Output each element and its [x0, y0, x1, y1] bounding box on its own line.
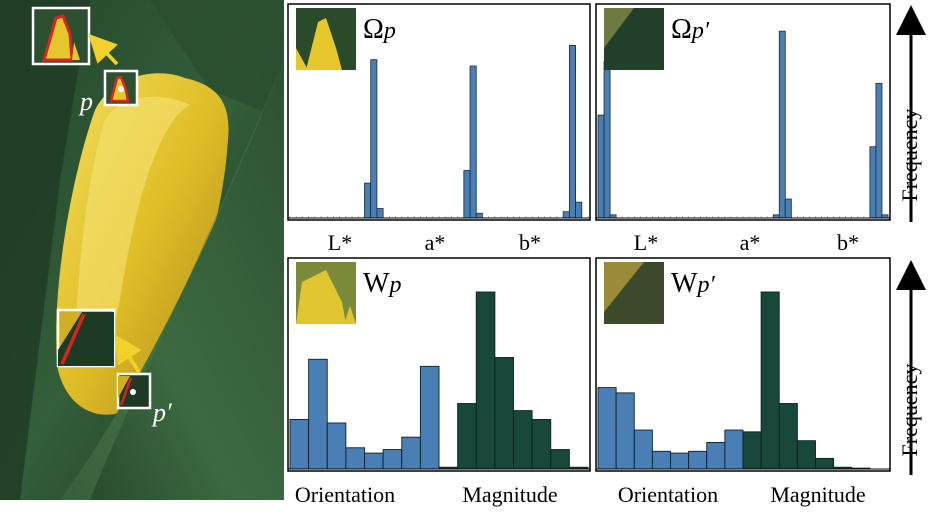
ylabel-frequency-bottom: Frequency [897, 364, 922, 457]
bar-bstar-13 [869, 146, 877, 219]
bar-orientation-5 [382, 449, 403, 470]
inset-zoom-p-prime [56, 308, 116, 368]
group-label-bstar: b* [519, 230, 541, 255]
bar-Lstar-1 [603, 60, 611, 219]
point-p [118, 86, 124, 92]
patch-p [103, 69, 139, 107]
group-label-astar: a* [425, 230, 446, 255]
tulip-photo: p p′ [0, 0, 284, 500]
back-leaf-left [0, 0, 90, 500]
frequency-axis-bottom: Frequency [896, 260, 926, 475]
bar-bstar-13 [568, 45, 576, 219]
bar-orientation-3 [651, 450, 671, 470]
frequency-axis-top: Frequency [896, 5, 926, 222]
bar-orientation-1 [308, 358, 328, 470]
bar-magnitude-6 [550, 449, 570, 470]
group-label-magnitude: Magnitude [770, 482, 865, 507]
bar-magnitude-1 [760, 291, 780, 470]
bar-magnitude-4 [513, 410, 533, 470]
panel-title-w-p: Wp [363, 268, 401, 299]
bar-orientation-4 [670, 452, 690, 470]
bar-orientation-6 [706, 442, 726, 470]
bar-bstar-14 [575, 201, 583, 219]
panels: Ωp L* a* b* Ωp′ L* a* b* Wp Orientation Magnitude W… [287, 3, 891, 507]
bar-Lstar-13 [370, 59, 378, 219]
petal-highlight [75, 96, 190, 363]
bar-orientation-0 [289, 418, 310, 470]
group-label-lstar: L* [634, 230, 658, 255]
bar-astar-15 [784, 198, 792, 219]
bar-orientation-7 [419, 365, 440, 470]
bar-magnitude-0 [742, 431, 762, 470]
group-label-magnitude: Magnitude [462, 482, 557, 507]
inset-contour-p [42, 14, 74, 62]
panel-title-omega-p: Ωp [363, 14, 396, 45]
bar-orientation-7 [724, 429, 744, 470]
bar-magnitude-2 [778, 403, 798, 470]
panel-w-p-prime: Wp′ [595, 257, 891, 472]
label-p: p [78, 87, 93, 116]
bar-orientation-3 [345, 447, 365, 470]
inset-zoom-p [31, 6, 91, 66]
bar-orientation-2 [326, 422, 347, 470]
bar-magnitude-2 [475, 291, 496, 470]
arrow-p [88, 33, 119, 66]
group-label-orientation: Orientation [295, 482, 395, 507]
point-p-prime [130, 389, 136, 395]
bar-Lstar-14 [376, 208, 384, 219]
bar-Lstar-12 [364, 182, 372, 219]
back-leaf-top [150, 0, 284, 120]
bar-magnitude-1 [457, 403, 477, 470]
thumbnail-w-p-prime [604, 262, 664, 324]
bar-magnitude-3 [494, 357, 514, 470]
bar-astar-13 [469, 65, 477, 219]
panel-title-omega-p-prime: Ωp′ [671, 14, 710, 45]
bar-astar-14 [778, 30, 786, 219]
group-label-bstar: b* [837, 230, 859, 255]
bar-orientation-4 [364, 452, 384, 470]
bar-orientation-1 [615, 392, 635, 470]
bar-orientation-2 [633, 429, 653, 470]
bar-bstar-12 [562, 211, 570, 219]
bar-magnitude-3 [796, 440, 816, 470]
group-label-lstar: L* [328, 230, 352, 255]
bar-Lstar-0 [597, 114, 605, 219]
thumbnail-omega-p [296, 8, 356, 70]
bar-orientation-6 [401, 436, 421, 470]
bar-magnitude-4 [815, 457, 835, 470]
ylabel-frequency-top: Frequency [897, 109, 922, 202]
bar-orientation-5 [688, 450, 708, 470]
patch-p-prime [116, 372, 152, 410]
thumbnail-w-p [296, 262, 356, 324]
front-leaf [60, 60, 284, 500]
panel-title-w-p-prime: Wp′ [671, 268, 715, 299]
panel-omega-p: Ωp [287, 3, 591, 221]
arrow-p-prime [114, 334, 142, 373]
inset-contour-p-prime [60, 313, 86, 365]
bar-bstar-14 [875, 83, 883, 219]
bar-astar-12 [463, 170, 471, 219]
thumbnail-omega-p-prime [604, 8, 664, 70]
panel-w-p: Wp [287, 257, 591, 472]
panel-omega-p-prime: Ωp′ [595, 3, 891, 221]
group-label-astar: a* [740, 230, 761, 255]
bar-orientation-0 [597, 387, 617, 470]
bar-astar-14 [475, 212, 483, 219]
bar-magnitude-5 [531, 418, 552, 470]
group-label-orientation: Orientation [618, 482, 718, 507]
label-p-prime: p′ [151, 398, 172, 427]
